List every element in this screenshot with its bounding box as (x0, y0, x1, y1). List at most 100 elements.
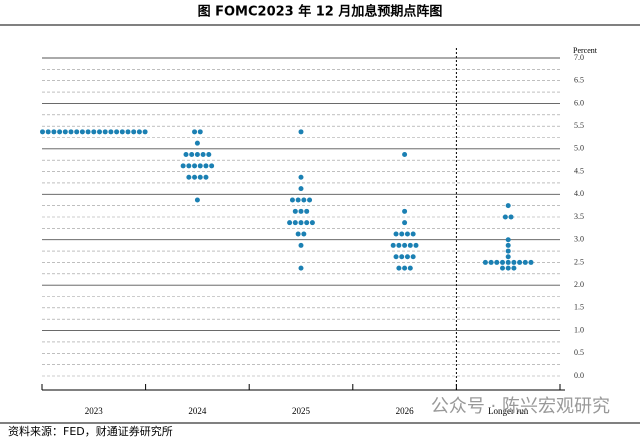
dot (192, 129, 198, 135)
dot (517, 259, 523, 265)
dot (528, 259, 534, 265)
dot (396, 242, 402, 248)
y-tick-label: 1.5 (574, 303, 584, 312)
x-tick-label: 2026 (396, 406, 415, 416)
dot (500, 265, 505, 271)
dot (209, 163, 215, 169)
dot (404, 231, 410, 237)
dot (194, 152, 200, 158)
dot (301, 197, 307, 203)
dot (68, 129, 74, 135)
dot (142, 129, 148, 135)
dot (505, 254, 511, 260)
dot (292, 220, 298, 226)
dot (298, 208, 304, 214)
dot (74, 129, 80, 135)
y-tick-label: 4.0 (574, 189, 584, 198)
dot (505, 237, 511, 243)
dot (505, 248, 511, 254)
dot (393, 231, 399, 237)
dot (511, 259, 517, 265)
dot (102, 129, 108, 135)
dot (119, 129, 125, 135)
dot (62, 129, 68, 135)
dot (200, 152, 206, 158)
dot (393, 254, 399, 260)
dot (494, 259, 500, 265)
dot (511, 265, 517, 271)
dot (407, 265, 413, 271)
dot (410, 231, 416, 237)
dot (399, 254, 405, 260)
y-tick-label: 5.0 (574, 144, 584, 153)
y-axis-label: Percent (573, 46, 598, 55)
dot (289, 197, 295, 203)
dot (298, 186, 304, 192)
chart-title: 图 FOMC2023 年 12 月加息预期点阵图 (198, 4, 443, 20)
dot (292, 208, 298, 214)
y-tick-label: 5.5 (574, 121, 584, 130)
x-tick-label: 2023 (85, 406, 104, 416)
dot (183, 152, 189, 158)
dot (197, 163, 203, 169)
dot (508, 214, 514, 220)
dot (404, 254, 410, 260)
dot (309, 220, 315, 226)
y-tick-label: 4.5 (574, 166, 584, 175)
dot (505, 259, 511, 265)
dot (304, 220, 310, 226)
x-tick-label: Longer run (488, 406, 529, 416)
dot (203, 163, 209, 169)
dot (298, 265, 304, 271)
dot (125, 129, 131, 135)
dot (186, 174, 192, 180)
dot (194, 197, 200, 203)
y-tick-label: 2.5 (574, 257, 584, 266)
dot (502, 214, 508, 220)
dot (396, 265, 402, 271)
dot (295, 197, 301, 203)
dot (402, 152, 408, 158)
dot (505, 265, 511, 271)
dot (298, 220, 304, 226)
dot (197, 129, 203, 135)
dot (40, 129, 45, 135)
dot (390, 242, 396, 248)
dot (79, 129, 85, 135)
dot (192, 174, 198, 180)
dot (194, 140, 200, 146)
dot (186, 163, 192, 169)
dot (298, 129, 304, 135)
dot (402, 220, 408, 226)
y-tick-label: 0.0 (574, 371, 584, 380)
dot (402, 208, 408, 214)
y-tick-label: 2.0 (574, 280, 584, 289)
dot (85, 129, 91, 135)
dot (295, 231, 301, 237)
dot (57, 129, 63, 135)
dot (203, 174, 209, 180)
dot (488, 259, 494, 265)
dot (407, 242, 413, 248)
dot (197, 174, 203, 180)
y-tick-label: 0.5 (574, 348, 584, 357)
dot (206, 152, 212, 158)
dot (301, 231, 307, 237)
dot (399, 231, 405, 237)
dot (500, 259, 505, 265)
dot (402, 265, 408, 271)
dot (413, 242, 419, 248)
dot (522, 259, 528, 265)
dot (51, 129, 57, 135)
dot (287, 220, 293, 226)
dot (114, 129, 120, 135)
dot (505, 203, 511, 209)
dot (402, 242, 408, 248)
y-tick-label: 3.5 (574, 212, 584, 221)
dot (91, 129, 97, 135)
dot (410, 254, 416, 260)
watermark: 公众号 · 陈兴宏观研究 (431, 396, 610, 417)
dot (45, 129, 51, 135)
dot (189, 152, 195, 158)
